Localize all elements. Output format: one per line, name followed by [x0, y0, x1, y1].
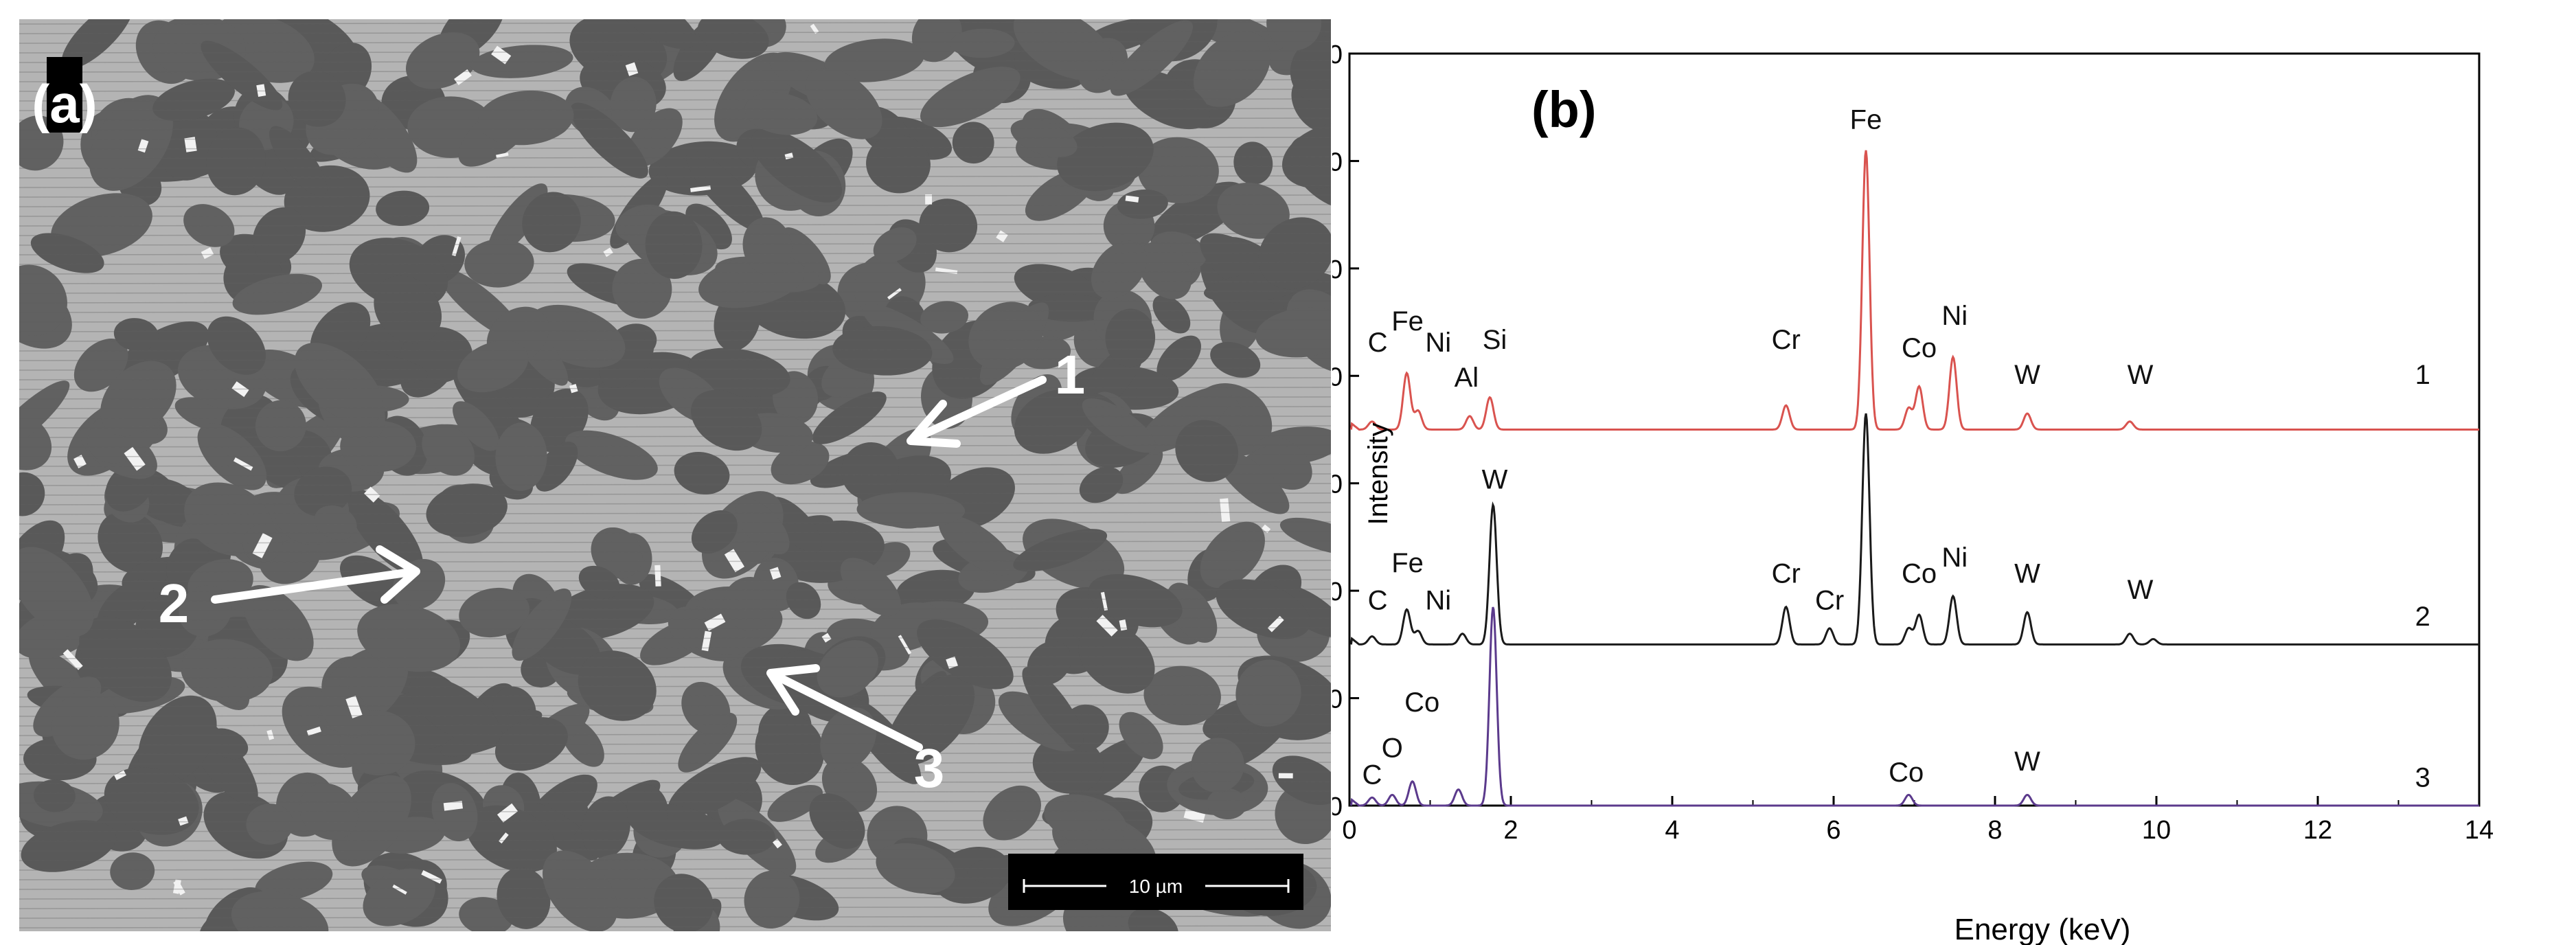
arrow-label-3: 3	[914, 738, 945, 799]
x-tick-label: 4	[1665, 816, 1679, 845]
scale-bar	[1008, 854, 1303, 910]
panel-a-label: (a)	[32, 73, 97, 134]
eds-chart: 02000400060008000100001200014000 0246810…	[1332, 41, 2494, 945]
y-tick-label: 14000	[1332, 41, 1343, 69]
spectra-lines	[1349, 150, 2479, 807]
peak-label: Fe	[1850, 105, 1882, 135]
peak-label: Ni	[1425, 586, 1451, 616]
peak-label: W	[2014, 558, 2040, 589]
micrograph-panel: (a) 1 2 3 10 µm	[19, 19, 1331, 931]
arrow-1	[907, 376, 1047, 448]
peak-label: Co	[1902, 333, 1937, 363]
spectrum-line-2	[1349, 413, 2479, 646]
x-tick-label: 0	[1342, 816, 1356, 845]
y-tick-label: 6000	[1332, 470, 1343, 499]
y-axis-title: Intensity	[1363, 423, 1393, 525]
x-tick-label: 8	[1987, 816, 2002, 845]
x-tick-label: 6	[1826, 816, 1840, 845]
peak-label: W	[2014, 747, 2040, 777]
x-axis: 0 2 4 6 8 10 12 14	[1342, 796, 2494, 845]
arrow-label-2: 2	[159, 573, 190, 634]
panel-a-label-box	[47, 57, 82, 133]
x-axis-title: Energy (keV)	[1954, 913, 2131, 945]
y-tick-label: 12000	[1332, 148, 1343, 177]
spectrum-line-1	[1349, 150, 2479, 431]
spectrum-line-3	[1349, 606, 2479, 807]
peak-label: C	[1368, 586, 1388, 616]
peak-label: W	[2128, 575, 2154, 605]
scale-bar-label: 10 µm	[1129, 876, 1183, 897]
y-tick-label: 10000	[1332, 255, 1343, 284]
peak-label: C	[1362, 760, 1382, 790]
peak-label: Fe	[1391, 306, 1424, 337]
peak-label: Co	[1404, 687, 1439, 718]
y-tick-label: 2000	[1332, 685, 1343, 714]
arrow-label-1: 1	[1055, 344, 1086, 405]
x-tick-label: 10	[2142, 816, 2171, 845]
peak-label: Ni	[1425, 328, 1451, 358]
y-tick-label: 4000	[1332, 578, 1343, 606]
peak-label: W	[2014, 360, 2040, 390]
x-tick-label: 2	[1503, 816, 1518, 845]
peak-label: O	[1382, 733, 1403, 764]
peak-label: Cr	[1772, 558, 1801, 589]
peak-label: Fe	[1391, 548, 1424, 578]
peak-label: Cr	[1772, 325, 1801, 355]
y-tick-label: 8000	[1332, 363, 1343, 391]
peak-label: Si	[1483, 325, 1507, 355]
peak-label: Ni	[1941, 301, 1968, 331]
peak-label: 3	[2415, 763, 2430, 793]
arrow-2	[211, 545, 420, 604]
peak-label: C	[1368, 328, 1388, 358]
peak-label: Ni	[1941, 543, 1968, 573]
peak-label: Cr	[1815, 586, 1844, 616]
peak-label: Al	[1455, 363, 1479, 393]
peak-label: W	[1482, 465, 1508, 495]
micrograph-scanlines	[19, 19, 1331, 931]
peak-label: Co	[1889, 758, 1924, 788]
chart-panel-label: (b)	[1531, 81, 1597, 138]
peak-label: Co	[1902, 558, 1937, 589]
peak-label: W	[2128, 360, 2154, 390]
peak-label: 2	[2415, 602, 2430, 632]
x-tick-label: 12	[2303, 816, 2332, 845]
y-axis: 0 2000 4000 6000 8000 10000 12000 14000	[1332, 41, 1359, 821]
arrow-3	[766, 664, 923, 751]
x-tick-label: 14	[2465, 816, 2494, 845]
peak-label: 1	[2415, 360, 2430, 390]
y-tick-label: 0	[1332, 793, 1343, 821]
